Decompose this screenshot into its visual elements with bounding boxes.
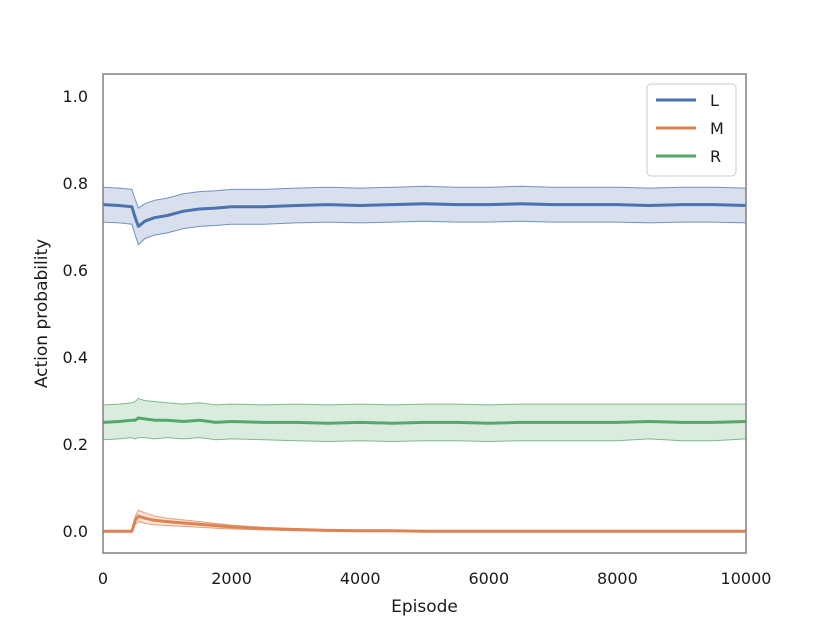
y-axis-ticks: 0.0 0.2 0.4 0.6 0.8 1.0: [63, 87, 88, 541]
legend-label-l: L: [710, 91, 719, 110]
x-tick-label: 2000: [211, 569, 252, 588]
x-tick-label: 0: [98, 569, 108, 588]
series-line-l: [102, 202, 747, 228]
y-tick-label: 0.0: [63, 522, 88, 541]
band-l: [103, 186, 746, 245]
x-tick-label: 10000: [721, 569, 772, 588]
legend-label-r: R: [710, 147, 721, 166]
band-upper-l: [102, 185, 747, 209]
x-tick-label: 8000: [597, 569, 638, 588]
band-upper-r: [102, 397, 746, 406]
y-axis-label: Action probability: [32, 239, 52, 388]
y-tick-label: 0.6: [63, 261, 88, 280]
y-tick-label: 0.8: [63, 174, 88, 193]
legend-box: [646, 83, 737, 177]
x-tick-label: 6000: [468, 569, 509, 588]
y-tick-label: 1.0: [63, 87, 88, 106]
series-line-m: [103, 514, 746, 533]
series-line-r: [102, 416, 747, 425]
legend-label-m: M: [710, 119, 724, 138]
x-tick-label: 4000: [340, 569, 381, 588]
series-lines: [102, 202, 747, 533]
x-axis-ticks: 0 2000 4000 6000 8000 10000: [98, 569, 772, 588]
y-tick-label: 0.4: [63, 348, 88, 367]
legend: LMR: [646, 83, 737, 177]
x-axis-label: Episode: [391, 597, 458, 617]
band-r: [103, 398, 746, 442]
band-lower-l: [102, 220, 747, 246]
plot-background: [103, 74, 746, 553]
y-tick-label: 0.2: [63, 435, 88, 454]
confidence-bands: [102, 185, 747, 532]
band-lower-r: [102, 437, 747, 443]
plot-frame: [102, 73, 747, 554]
